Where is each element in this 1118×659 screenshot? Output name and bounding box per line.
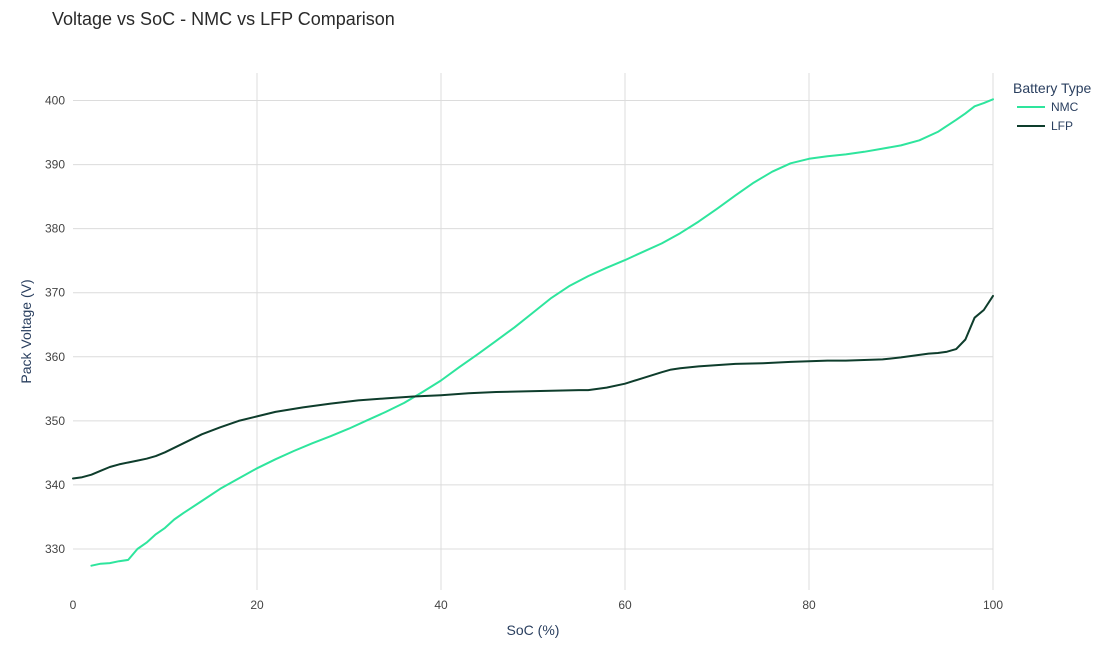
y-tick-label: 340 <box>45 478 65 492</box>
y-axis-ticks: 330 340 350 360 370 380 390 400 <box>45 94 65 556</box>
y-tick-label: 370 <box>45 286 65 300</box>
x-tick-label: 100 <box>983 598 1003 612</box>
y-tick-label: 400 <box>45 94 65 108</box>
y-tick-label: 390 <box>45 158 65 172</box>
x-axis-label: SoC (%) <box>507 622 560 638</box>
series-line-nmc <box>90 98 994 567</box>
x-tick-label: 40 <box>434 598 448 612</box>
chart-title: Voltage vs SoC - NMC vs LFP Comparison <box>52 9 395 29</box>
x-tick-label: 60 <box>618 598 632 612</box>
legend: Battery Type NMC LFP <box>1013 80 1092 133</box>
y-tick-label: 330 <box>45 542 65 556</box>
series-layer <box>72 98 994 567</box>
y-tick-label: 360 <box>45 350 65 364</box>
legend-label: NMC <box>1051 100 1079 114</box>
legend-item-nmc[interactable]: NMC <box>1017 100 1079 114</box>
legend-items: NMC LFP <box>1017 100 1079 133</box>
legend-label: LFP <box>1051 119 1073 133</box>
y-tick-label: 350 <box>45 414 65 428</box>
x-tick-label: 20 <box>250 598 264 612</box>
y-tick-label: 380 <box>45 222 65 236</box>
x-axis-ticks: 0 20 40 60 80 100 <box>70 598 1004 612</box>
y-axis-label: Pack Voltage (V) <box>18 279 34 383</box>
x-tick-label: 0 <box>70 598 77 612</box>
series-line-lfp <box>72 294 994 480</box>
grid-lines <box>73 73 994 590</box>
x-tick-label: 80 <box>802 598 816 612</box>
legend-item-lfp[interactable]: LFP <box>1017 119 1073 133</box>
legend-title: Battery Type <box>1013 80 1092 96</box>
